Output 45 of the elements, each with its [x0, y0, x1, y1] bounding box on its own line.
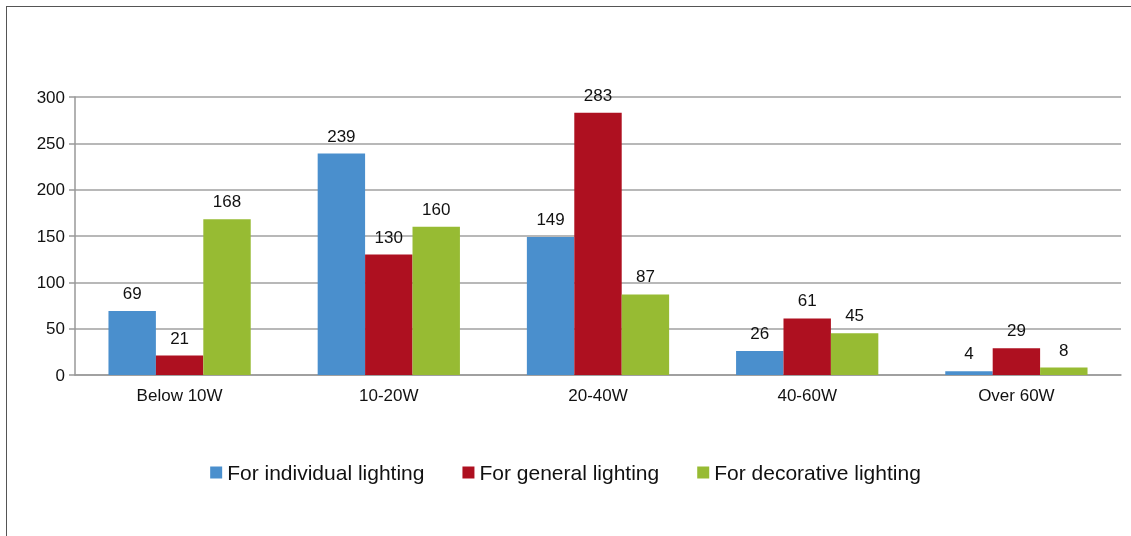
bar	[830, 333, 879, 375]
data-label: 4	[964, 344, 974, 364]
bar	[155, 355, 204, 375]
x-tick-label: 10-20W	[359, 386, 419, 405]
y-tick-label: 0	[55, 365, 65, 385]
bar	[365, 254, 413, 375]
data-label: 130	[374, 227, 403, 247]
data-label: 149	[536, 209, 565, 229]
legend-label: For decorative lighting	[714, 461, 921, 484]
bar	[203, 219, 251, 375]
bar	[736, 350, 784, 375]
data-label: 283	[583, 85, 613, 105]
y-tick-label: 150	[36, 226, 65, 246]
y-tick-label: 250	[36, 133, 65, 153]
y-tick-label: 50	[46, 319, 65, 339]
y-tick-label: 300	[36, 87, 65, 107]
data-label: 26	[750, 323, 770, 343]
x-tick-label: 20-40W	[568, 386, 628, 405]
data-label: 239	[327, 126, 356, 146]
bar	[783, 318, 831, 375]
y-tick-label: 200	[36, 180, 65, 200]
data-label: 21	[170, 328, 190, 348]
bar	[574, 112, 622, 375]
data-label: 45	[845, 306, 865, 326]
bar	[526, 236, 575, 375]
x-tick-label: Below 10W	[136, 386, 223, 405]
data-label: 87	[635, 267, 655, 287]
legend-label: For general lighting	[479, 461, 660, 484]
bar	[1040, 367, 1088, 375]
x-tick-label: Over 60W	[978, 386, 1055, 405]
bar	[412, 226, 460, 375]
data-label: 168	[212, 192, 242, 212]
data-label: 69	[122, 284, 142, 304]
bar	[992, 348, 1041, 375]
x-tick-label: 40-60W	[777, 386, 837, 405]
bar	[317, 153, 366, 375]
y-tick-label: 100	[36, 272, 65, 292]
legend-label: For individual lighting	[227, 461, 425, 484]
data-label: 8	[1059, 340, 1069, 360]
data-label: 29	[1006, 321, 1026, 341]
bar	[945, 371, 993, 375]
bar	[621, 294, 670, 375]
data-label: 61	[797, 291, 817, 311]
bar	[108, 311, 156, 375]
data-label: 160	[422, 199, 451, 219]
